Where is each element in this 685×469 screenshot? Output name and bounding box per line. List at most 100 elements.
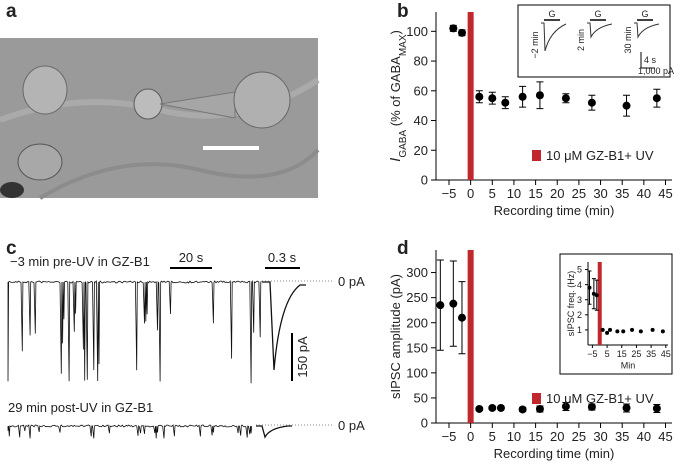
- y-tick-label: 0: [421, 416, 428, 431]
- x-tick-label: 20: [550, 186, 564, 201]
- uv-bar: [467, 250, 474, 423]
- data-point: [587, 402, 596, 411]
- data-point: [518, 405, 527, 414]
- data-point: [591, 291, 596, 296]
- x-tick-label: −5: [587, 349, 597, 359]
- x-tick-label: 30: [593, 429, 607, 444]
- current-trace: [541, 22, 567, 52]
- y-axis-label-part: (% of GABA: [388, 56, 403, 130]
- legend-swatch: [532, 393, 541, 404]
- y-tick-label: 40: [414, 113, 428, 128]
- data-point: [594, 293, 599, 298]
- y-axis-label: IGABA (% of GABAMAX): [387, 30, 409, 162]
- current-trace: [587, 22, 613, 39]
- data-point: [518, 92, 527, 101]
- y-tick-label: 250: [406, 290, 428, 305]
- y-axis-label-part: GABA: [398, 130, 409, 158]
- data-point: [587, 285, 592, 290]
- panel-label: a: [6, 1, 17, 22]
- x-tick-label: 25: [572, 429, 586, 444]
- x-tick-label: 10: [507, 429, 521, 444]
- data-point: [622, 101, 631, 110]
- scale-amp: 1,000 pA: [638, 66, 674, 76]
- data-point: [652, 404, 661, 413]
- x-tick-label: 15: [528, 186, 542, 201]
- post-uv-trace: [7, 424, 253, 439]
- data-point: [605, 330, 610, 335]
- y-tick-label: 3: [577, 295, 582, 305]
- scale-label: 0.3 s: [268, 250, 297, 265]
- x-axis-label: Recording time (min): [494, 446, 615, 461]
- data-point: [449, 299, 458, 308]
- legend-swatch: [532, 150, 541, 161]
- data-point: [621, 329, 626, 334]
- inset-frame: [559, 253, 673, 375]
- y-tick-label: 1: [577, 325, 582, 335]
- x-tick-label: 35: [646, 349, 656, 359]
- y-tick-label: 0: [421, 173, 428, 188]
- x-tick-label: 5: [605, 349, 610, 359]
- time-label: 2 min: [576, 29, 586, 51]
- micrograph: [0, 38, 320, 200]
- x-tick-label: 45: [658, 429, 672, 444]
- x-axis-label: Min: [621, 361, 636, 371]
- x-tick-label: 0: [467, 429, 474, 444]
- y-axis-label: sIPSC amplitude (pA): [388, 274, 403, 399]
- y-tick-label: 80: [414, 54, 428, 69]
- data-point: [449, 24, 458, 33]
- scale-label: 20 s: [179, 250, 204, 265]
- y-tick-label: 2: [577, 310, 582, 320]
- data-point: [630, 327, 635, 332]
- scale-bar: [640, 52, 655, 69]
- y-tick-label: 300: [406, 265, 428, 280]
- x-tick-label: 25: [572, 186, 586, 201]
- y-tick-label: 100: [406, 24, 428, 39]
- stimulus-label: G: [548, 9, 555, 19]
- uv-bar: [597, 262, 602, 345]
- x-tick-label: 5: [489, 186, 496, 201]
- stimulus-label: G: [641, 9, 648, 19]
- x-tick-label: 20: [550, 429, 564, 444]
- data-point: [488, 94, 497, 103]
- x-tick-label: −5: [442, 429, 457, 444]
- x-tick-label: −5: [442, 186, 457, 201]
- zero-label: 0 pA: [338, 274, 365, 289]
- x-tick-label: 15: [617, 349, 627, 359]
- y-axis-label-part: MAX: [398, 34, 409, 56]
- data-point: [475, 404, 484, 413]
- scale-time: 4 s: [644, 55, 657, 65]
- x-tick-label: 5: [489, 429, 496, 444]
- scale-label: 150 pA: [295, 336, 310, 378]
- data-point: [436, 301, 445, 310]
- data-point: [496, 403, 505, 412]
- x-tick-label: 40: [637, 429, 651, 444]
- stimulus-label: G: [594, 9, 601, 19]
- y-tick-label: 5: [577, 265, 582, 275]
- panel-label: c: [6, 238, 17, 259]
- post-uv-average: [256, 425, 292, 439]
- x-tick-label: 40: [637, 186, 651, 201]
- data-point: [622, 403, 631, 412]
- y-axis-label-part: ): [388, 30, 403, 34]
- current-trace: [634, 22, 660, 39]
- time-label: 30 min: [623, 26, 633, 53]
- y-tick-label: 150: [406, 340, 428, 355]
- y-tick-label: 200: [406, 315, 428, 330]
- data-point: [600, 327, 605, 332]
- legend-label: 10 μM GZ-B1+ UV: [546, 148, 654, 163]
- y-tick-label: 4: [577, 280, 582, 290]
- time-label: −2 min: [530, 31, 540, 58]
- data-point: [457, 313, 466, 322]
- x-axis-label: Recording time (min): [494, 203, 615, 218]
- data-point: [608, 327, 613, 332]
- y-tick-label: 50: [414, 390, 428, 405]
- data-point: [660, 329, 665, 334]
- data-point: [561, 402, 570, 411]
- y-axis-label-part: I: [387, 158, 404, 162]
- x-tick-label: 30: [593, 186, 607, 201]
- x-tick-label: 45: [658, 186, 672, 201]
- data-point: [652, 94, 661, 103]
- data-point: [535, 404, 544, 413]
- data-point: [488, 403, 497, 412]
